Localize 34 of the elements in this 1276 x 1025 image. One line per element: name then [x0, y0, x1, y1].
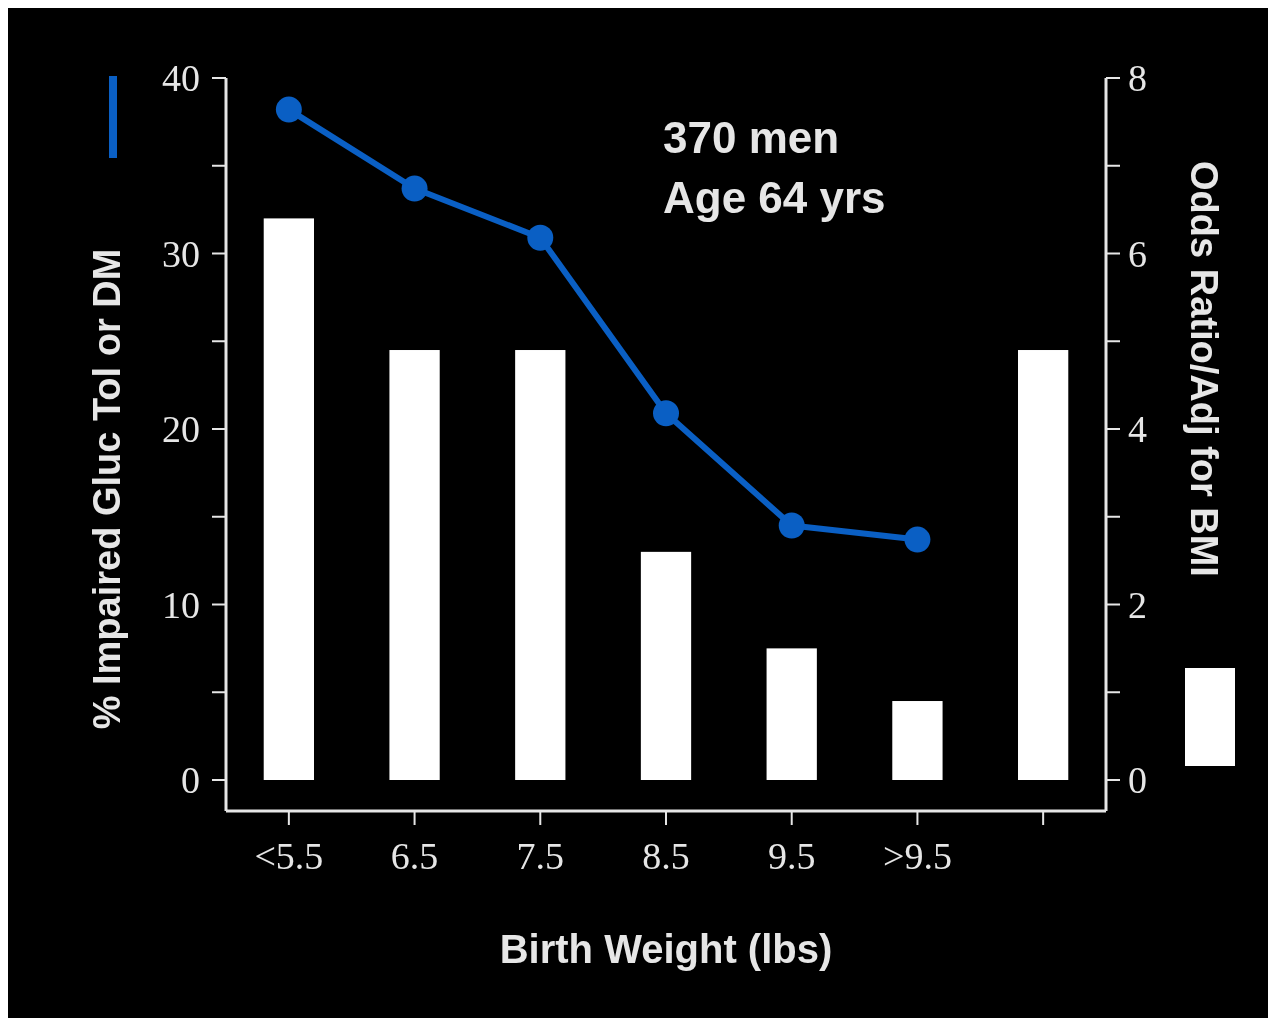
- y-tick-label: 0: [181, 759, 200, 802]
- annotation: 370 men: [663, 113, 840, 162]
- point: [653, 400, 679, 427]
- bar: [515, 350, 566, 780]
- y2-tick-label: 6: [1128, 232, 1147, 275]
- bar: [766, 648, 817, 780]
- point: [275, 96, 302, 123]
- y-tick-label: 10: [162, 583, 200, 626]
- x-tick-label: <5.5: [254, 835, 324, 877]
- bar: [892, 701, 943, 780]
- bar: [640, 551, 692, 780]
- bar: [389, 350, 440, 780]
- bar: [263, 218, 314, 780]
- y2-tick-label: 4: [1128, 408, 1147, 451]
- point: [778, 512, 805, 539]
- x-tick-label: 6.5: [390, 835, 439, 877]
- x-tick-label: 9.5: [767, 835, 816, 877]
- y-tick-label: 20: [162, 408, 200, 451]
- y2-tick-label: 2: [1128, 583, 1147, 626]
- x-axis-title: Birth Weight (lbs): [499, 927, 833, 971]
- bar: [1018, 350, 1069, 780]
- y-axis-title: % Impaired Gluc Tol or DM: [86, 248, 128, 730]
- x-tick-label: 8.5: [642, 835, 690, 877]
- annotation: Age 64 yrs: [663, 173, 886, 222]
- y-tick-label: 40: [162, 57, 200, 100]
- point: [904, 526, 931, 553]
- y2-axis-title: Odds Ratio/Adj for BMI: [1183, 161, 1225, 577]
- y2-tick-label: 8: [1128, 57, 1147, 100]
- point: [527, 224, 554, 251]
- x-tick-label: >9.5: [882, 835, 952, 877]
- y2-tick-label: 0: [1128, 759, 1147, 802]
- x-tick-label: 7.5: [516, 835, 565, 877]
- y-tick-label: 30: [162, 232, 200, 275]
- point: [401, 175, 428, 202]
